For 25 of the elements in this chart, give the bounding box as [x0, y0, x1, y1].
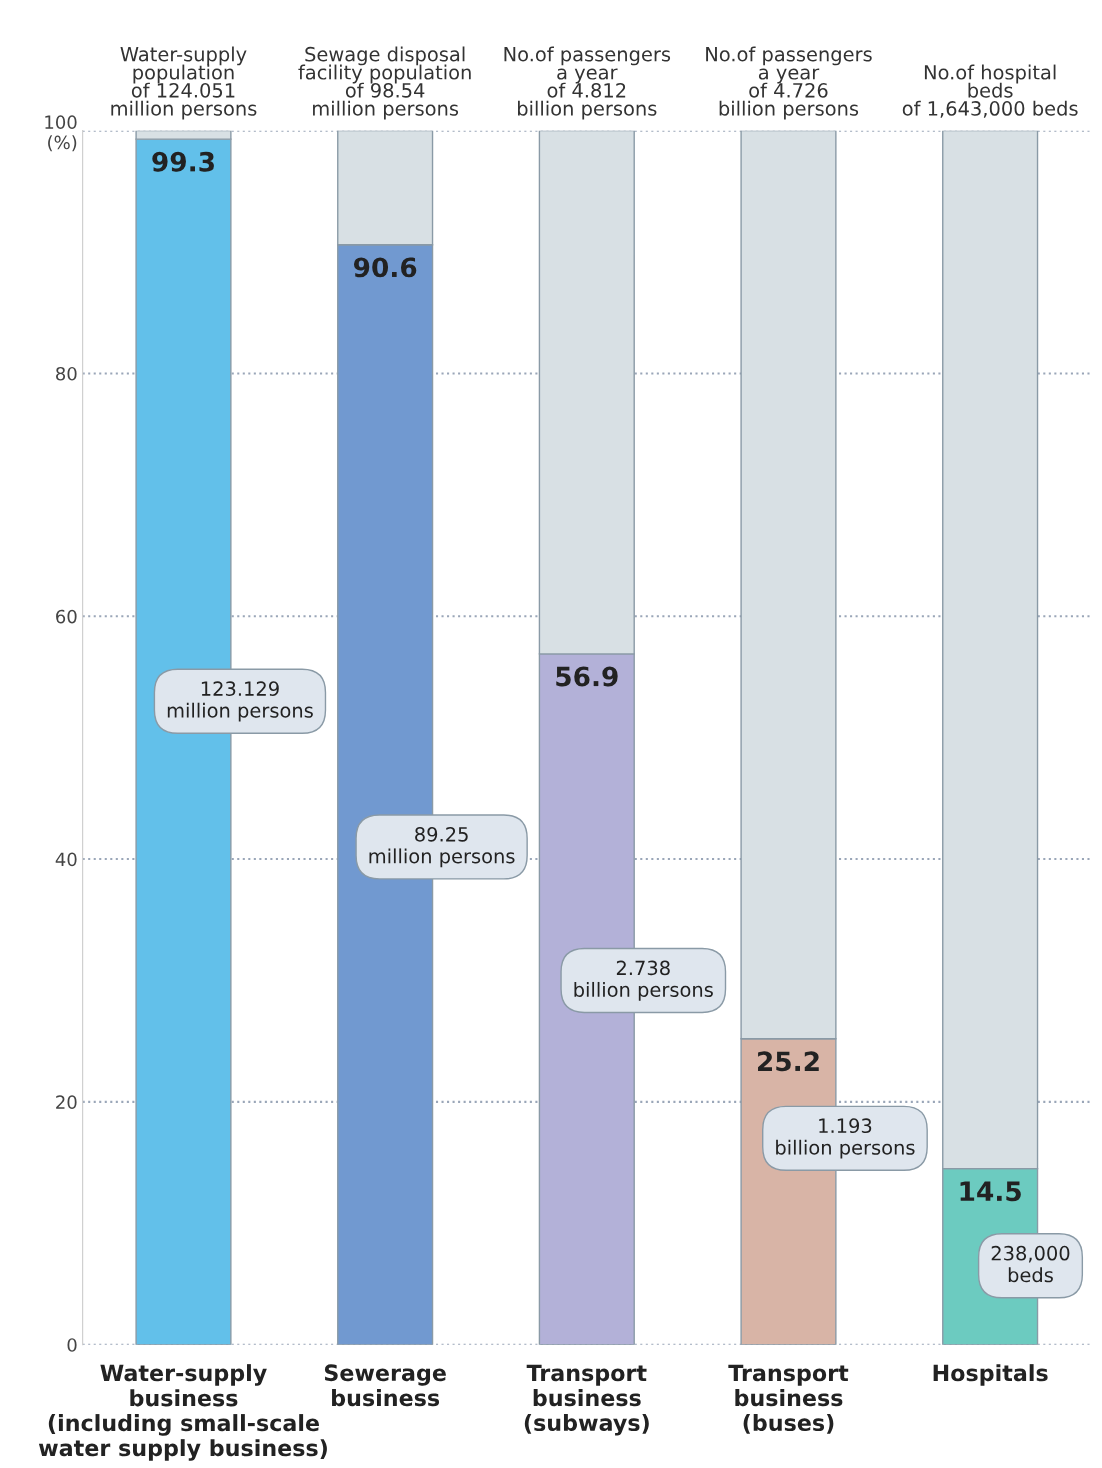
- text: No.of passengers a year of 4.726 billion persons: [706, 46, 872, 120]
- annotation: 2.738 billion persons: [574, 960, 713, 1001]
- y-tick-label: 20: [56, 1095, 77, 1109]
- data-label: 90.6: [353, 257, 417, 278]
- text: Sewage disposal facility population of 98.54 million persons: [298, 46, 471, 120]
- annotation: 1.193 billion persons: [776, 1118, 915, 1159]
- y-tick-label: 80: [56, 366, 77, 381]
- annotation: 89.25 million persons: [369, 826, 515, 868]
- x-tick-label: Transport business (subways): [524, 1364, 649, 1436]
- annotation: 238,000 beds: [991, 1245, 1070, 1283]
- x-tick-label: Transport business (buses): [728, 1364, 849, 1434]
- x-tick-label: Sewerage business: [324, 1364, 446, 1407]
- y-tick-label: 40: [55, 852, 77, 867]
- data-label: 25.2: [758, 1051, 819, 1072]
- text: Water-supply population of 124.051 million persons: [111, 46, 257, 120]
- data-label: 14.5: [960, 1181, 1021, 1202]
- y-tick-label: 60: [56, 609, 77, 624]
- y-tick-label: 100 (%): [45, 115, 77, 152]
- data-label: 56.9: [556, 666, 618, 687]
- x-tick-label: Hospitals: [933, 1364, 1048, 1386]
- text: No.of hospital beds of 1,643,000 beds: [902, 64, 1078, 118]
- annotation: 123.129 million persons: [167, 681, 313, 722]
- y-tick-label: 0: [67, 1338, 77, 1352]
- text: No.of passengers a year of 4.812 billion persons: [504, 46, 671, 120]
- data-label: 99.3: [152, 151, 214, 172]
